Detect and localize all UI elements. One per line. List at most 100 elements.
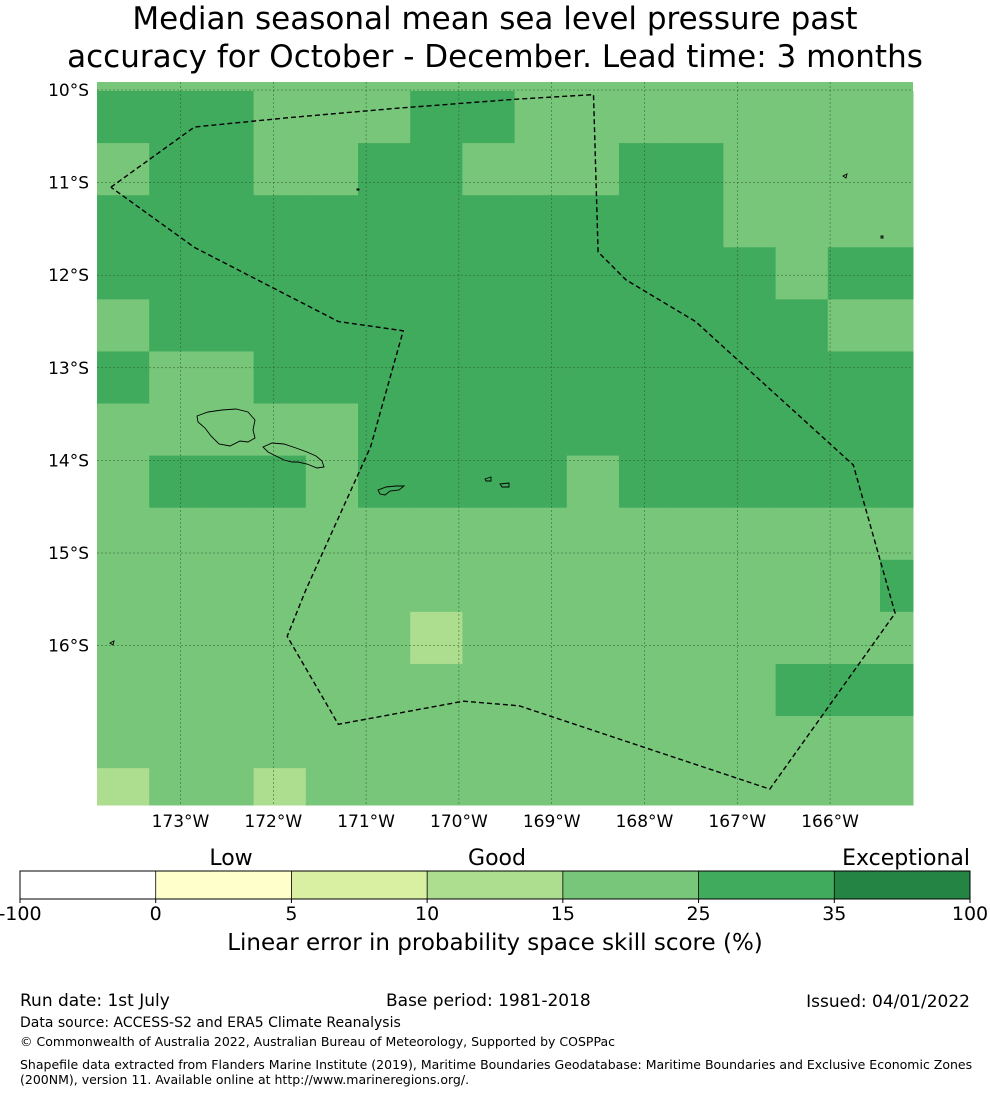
grid-cell	[410, 768, 463, 806]
grid-cell	[201, 559, 255, 613]
colorbar-tick-label: -100	[0, 903, 42, 925]
grid-cell	[514, 143, 568, 196]
grid-cell	[514, 716, 568, 769]
grid-cell	[566, 195, 620, 248]
grid-cell	[305, 455, 359, 509]
colorbar-tick-label: 0	[150, 903, 162, 925]
colorbar-tick-label: 5	[285, 903, 297, 925]
grid-cell	[514, 768, 568, 806]
grid-cell	[566, 507, 620, 561]
grid-cell	[566, 299, 620, 352]
skill-grid	[97, 82, 914, 806]
grid-cell	[305, 559, 359, 613]
grid-cell	[514, 403, 568, 457]
grid-cell	[358, 507, 411, 561]
grid-cell	[201, 143, 255, 196]
latitude-labels: 10°S 11°S 12°S 13°S 14°S 15°S 16°S	[48, 81, 89, 657]
grid-cell	[410, 351, 463, 405]
grid-cell	[671, 403, 724, 457]
grid-cell	[775, 663, 829, 717]
grid-cell	[880, 768, 914, 806]
grid-cell	[880, 455, 914, 509]
grid-cell	[827, 195, 881, 248]
grid-cell	[827, 91, 881, 144]
tau-island	[499, 482, 510, 488]
grid-cell	[514, 195, 568, 248]
grid-cell	[253, 403, 307, 457]
grid-cell	[671, 716, 724, 769]
grid-cell	[671, 299, 724, 352]
grid-cell	[566, 663, 620, 717]
grid-cell	[97, 247, 150, 300]
grid-cell	[410, 91, 463, 144]
grid-cell	[462, 143, 516, 196]
tutuila-island	[377, 485, 406, 496]
grid-cell	[410, 559, 463, 613]
grid-cell	[671, 663, 724, 717]
grid-cell	[723, 663, 777, 717]
longitude-labels: 173°W 172°W 171°W 170°W 169°W 168°W 167°W 166°W	[152, 812, 860, 832]
grid-cell	[97, 299, 150, 352]
grid-cell	[514, 663, 568, 717]
grid-cell	[201, 611, 255, 665]
grid-cell	[149, 403, 202, 457]
grid-cell	[514, 351, 568, 405]
grid-cell	[775, 507, 829, 561]
colorbar-tick-label: 35	[822, 903, 846, 925]
grid-cell	[880, 351, 914, 405]
grid-cell	[671, 91, 724, 144]
colorbar-label-good: Good	[468, 846, 526, 871]
grid-cell	[358, 559, 411, 613]
grid-cell	[827, 403, 881, 457]
grid-cell	[97, 507, 150, 561]
grid-cell	[253, 768, 307, 806]
grid-cell	[775, 247, 829, 300]
grid-cell	[723, 768, 777, 806]
grid-cell	[97, 351, 150, 405]
grid-cell	[410, 663, 463, 717]
grid-cell	[358, 143, 411, 196]
grid-cell	[358, 768, 411, 806]
grid-cell	[775, 559, 829, 613]
grid-cell	[462, 247, 516, 300]
grid-cell	[149, 351, 202, 405]
grid-cell	[201, 403, 255, 457]
eez-boundary	[110, 93, 896, 790]
grid-cell	[305, 403, 359, 457]
grid-cell	[97, 559, 150, 613]
grid-cell	[775, 611, 829, 665]
grid-cell	[358, 247, 411, 300]
grid-cell	[358, 403, 411, 457]
latitude-label: 15°S	[48, 544, 89, 564]
grid-cell	[97, 143, 150, 196]
grid-cell	[827, 611, 881, 665]
grid-cell	[305, 299, 359, 352]
grid-cell	[775, 716, 829, 769]
grid-cell	[462, 716, 516, 769]
latitude-label: 13°S	[48, 359, 89, 379]
grid-cell	[358, 91, 411, 144]
grid-cell	[149, 195, 202, 248]
longitude-label: 171°W	[337, 812, 395, 832]
grid-cell	[827, 663, 881, 717]
grid-cell	[723, 507, 777, 561]
grid-cell	[201, 455, 255, 509]
grid-cell	[358, 716, 411, 769]
grid-cell	[566, 611, 620, 665]
swains-island	[356, 188, 360, 191]
grid-cell	[462, 91, 516, 144]
upolu-island	[262, 442, 325, 469]
grid-cell	[619, 716, 672, 769]
grid-cell	[827, 559, 881, 613]
grid-cell	[305, 507, 359, 561]
grid-cell	[201, 195, 255, 248]
grid-cell	[305, 768, 359, 806]
shapefile-credit-line-1: Shapefile data extracted from Flanders M…	[20, 1057, 973, 1072]
savaii-island	[196, 408, 256, 447]
grid-cell	[253, 143, 307, 196]
data-source: Data source: ACCESS-S2 and ERA5 Climate …	[20, 1015, 401, 1031]
grid-cell	[462, 351, 516, 405]
grid-cell	[619, 559, 672, 613]
grid-cell	[305, 611, 359, 665]
grid-cell	[410, 143, 463, 196]
